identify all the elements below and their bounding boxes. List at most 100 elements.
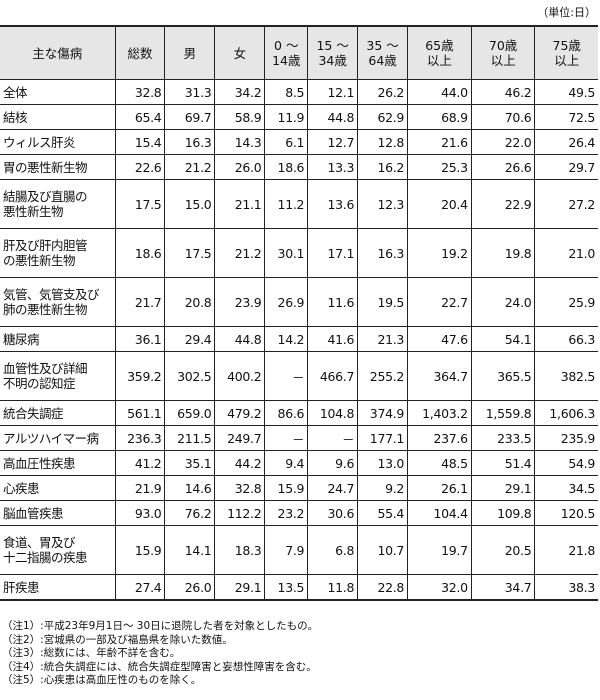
- value-cell: 21.1: [214, 179, 266, 229]
- disease-name: 高血圧性疾患: [0, 450, 116, 476]
- value-cell: 30.6: [307, 500, 359, 526]
- value-cell: 17.5: [114, 179, 166, 229]
- footnote: （注1）:平成23年9月1日～ 30日に退院した者を対象としたもの。: [2, 620, 319, 632]
- table-row: 統合失調症 561.1 659.0 479.2 86.6 104.8 374.9 1,403.…: [0, 400, 598, 426]
- disease-name: アルツハイマー病: [0, 425, 116, 451]
- table-row: 糖尿病 36.1 29.4 44.8 14.2 41.6 21.3 47.6 54.1 66.3: [0, 326, 598, 352]
- value-cell: 36.1: [114, 326, 166, 352]
- unit-label: （単位:日）: [537, 6, 596, 19]
- table-row: 全体 32.8 31.3 34.2 8.5 12.1 26.2 44.0 46.2 49.5: [0, 79, 598, 105]
- value-cell: 479.2: [214, 400, 266, 426]
- value-cell: 25.3: [407, 154, 472, 180]
- value-cell: 69.7: [164, 104, 216, 130]
- value-cell: 26.0: [164, 574, 216, 601]
- table-row: 結核 65.4 69.7 58.9 11.9 44.8 62.9 68.9 70.6 72.5: [0, 104, 598, 130]
- table-row: 気管、気管支及び 肺の悪性新生物 21.7 20.8 23.9 26.9 11.6 19.5 2…: [0, 277, 598, 327]
- value-cell: 54.9: [534, 450, 598, 476]
- value-cell: 1,403.2: [407, 400, 472, 426]
- value-cell: 68.9: [407, 104, 472, 130]
- value-cell: 359.2: [114, 351, 166, 401]
- value-cell: 48.5: [407, 450, 472, 476]
- value-cell: 21.2: [164, 154, 216, 180]
- value-cell: 65.4: [114, 104, 166, 130]
- value-cell: 1,559.8: [470, 400, 536, 426]
- value-cell: 13.0: [357, 450, 409, 476]
- value-cell: 32.0: [407, 574, 472, 601]
- value-cell: 93.0: [114, 500, 166, 526]
- value-cell: 22.6: [114, 154, 166, 180]
- value-cell: 9.6: [307, 450, 359, 476]
- column-header: 総数: [114, 25, 166, 80]
- value-cell: 18.3: [214, 525, 266, 575]
- value-cell: 34.2: [214, 79, 266, 105]
- table-row: 食道、胃及び 十二指腸の疾患 15.9 14.1 18.3 7.9 6.8 10.7 19.7 2…: [0, 525, 598, 575]
- value-cell: 9.4: [264, 450, 309, 476]
- value-cell: －: [264, 425, 309, 451]
- value-cell: 15.4: [114, 129, 166, 155]
- value-cell: 26.9: [264, 277, 309, 327]
- value-cell: 44.8: [307, 104, 359, 130]
- value-cell: 19.5: [357, 277, 409, 327]
- value-cell: 1,606.3: [534, 400, 598, 426]
- value-cell: 400.2: [214, 351, 266, 401]
- value-cell: 29.1: [470, 475, 536, 501]
- value-cell: 41.6: [307, 326, 359, 352]
- column-header: 主な傷病: [0, 25, 116, 80]
- value-cell: 18.6: [114, 228, 166, 278]
- column-header: 70歳 以上: [470, 25, 536, 80]
- value-cell: 17.1: [307, 228, 359, 278]
- value-cell: 9.2: [357, 475, 409, 501]
- value-cell: 21.3: [357, 326, 409, 352]
- footnote: （注2）:宮城県の一部及び福島県を除いた数値。: [2, 633, 233, 646]
- value-cell: 19.7: [407, 525, 472, 575]
- disease-name: 統合失調症: [0, 400, 116, 426]
- value-cell: 364.7: [407, 351, 472, 401]
- value-cell: 11.8: [307, 574, 359, 601]
- value-cell: 44.2: [214, 450, 266, 476]
- value-cell: 34.5: [534, 475, 598, 501]
- value-cell: 26.0: [214, 154, 266, 180]
- value-cell: 12.8: [357, 129, 409, 155]
- table-row: ウィルス肝炎 15.4 16.3 14.3 6.1 12.7 12.8 21.6 22.0 26.…: [0, 129, 598, 155]
- value-cell: 120.5: [534, 500, 598, 526]
- value-cell: 54.1: [470, 326, 536, 352]
- value-cell: 302.5: [164, 351, 216, 401]
- disease-name: 結核: [0, 104, 116, 130]
- disease-name: 肝疾患: [0, 574, 116, 601]
- value-cell: 62.9: [357, 104, 409, 130]
- column-header: 35 ～ 64歳: [357, 25, 409, 80]
- value-cell: 14.1: [164, 525, 216, 575]
- value-cell: 8.5: [264, 79, 309, 105]
- value-cell: 561.1: [114, 400, 166, 426]
- column-header: 男: [164, 25, 216, 80]
- value-cell: 24.7: [307, 475, 359, 501]
- footnote: （注5）:心疾患は高血圧性のものを除く。: [2, 674, 202, 686]
- value-cell: 34.7: [470, 574, 536, 601]
- disease-name: 糖尿病: [0, 326, 116, 352]
- value-cell: 46.2: [470, 79, 536, 105]
- footnote: （注4）:統合失調症には、統合失調症型障害と妄想性障害を含む。: [2, 660, 317, 673]
- value-cell: 20.8: [164, 277, 216, 327]
- disease-name: 結腸及び直腸の 悪性新生物: [0, 179, 116, 229]
- disease-name: 気管、気管支及び 肺の悪性新生物: [0, 277, 116, 327]
- value-cell: 17.5: [164, 228, 216, 278]
- value-cell: 466.7: [307, 351, 359, 401]
- value-cell: 27.4: [114, 574, 166, 601]
- value-cell: 15.9: [114, 525, 166, 575]
- value-cell: 255.2: [357, 351, 409, 401]
- value-cell: 72.5: [534, 104, 598, 130]
- value-cell: 35.1: [164, 450, 216, 476]
- value-cell: 235.9: [534, 425, 598, 451]
- value-cell: 22.9: [470, 179, 536, 229]
- value-cell: 18.6: [264, 154, 309, 180]
- value-cell: 6.1: [264, 129, 309, 155]
- table-row: 胃の悪性新生物 22.6 21.2 26.0 18.6 13.3 16.2 25.3 26.6 2…: [0, 154, 598, 180]
- value-cell: 19.2: [407, 228, 472, 278]
- value-cell: 86.6: [264, 400, 309, 426]
- value-cell: 19.8: [470, 228, 536, 278]
- value-cell: －: [307, 425, 359, 451]
- value-cell: 25.9: [534, 277, 598, 327]
- header-row: 主な傷病 総数男女 0 ～ 14歳 15 ～ 34歳 35 ～ 64歳 65歳 以上 70歳 以上 75…: [0, 25, 598, 80]
- value-cell: 76.2: [164, 500, 216, 526]
- value-cell: 26.1: [407, 475, 472, 501]
